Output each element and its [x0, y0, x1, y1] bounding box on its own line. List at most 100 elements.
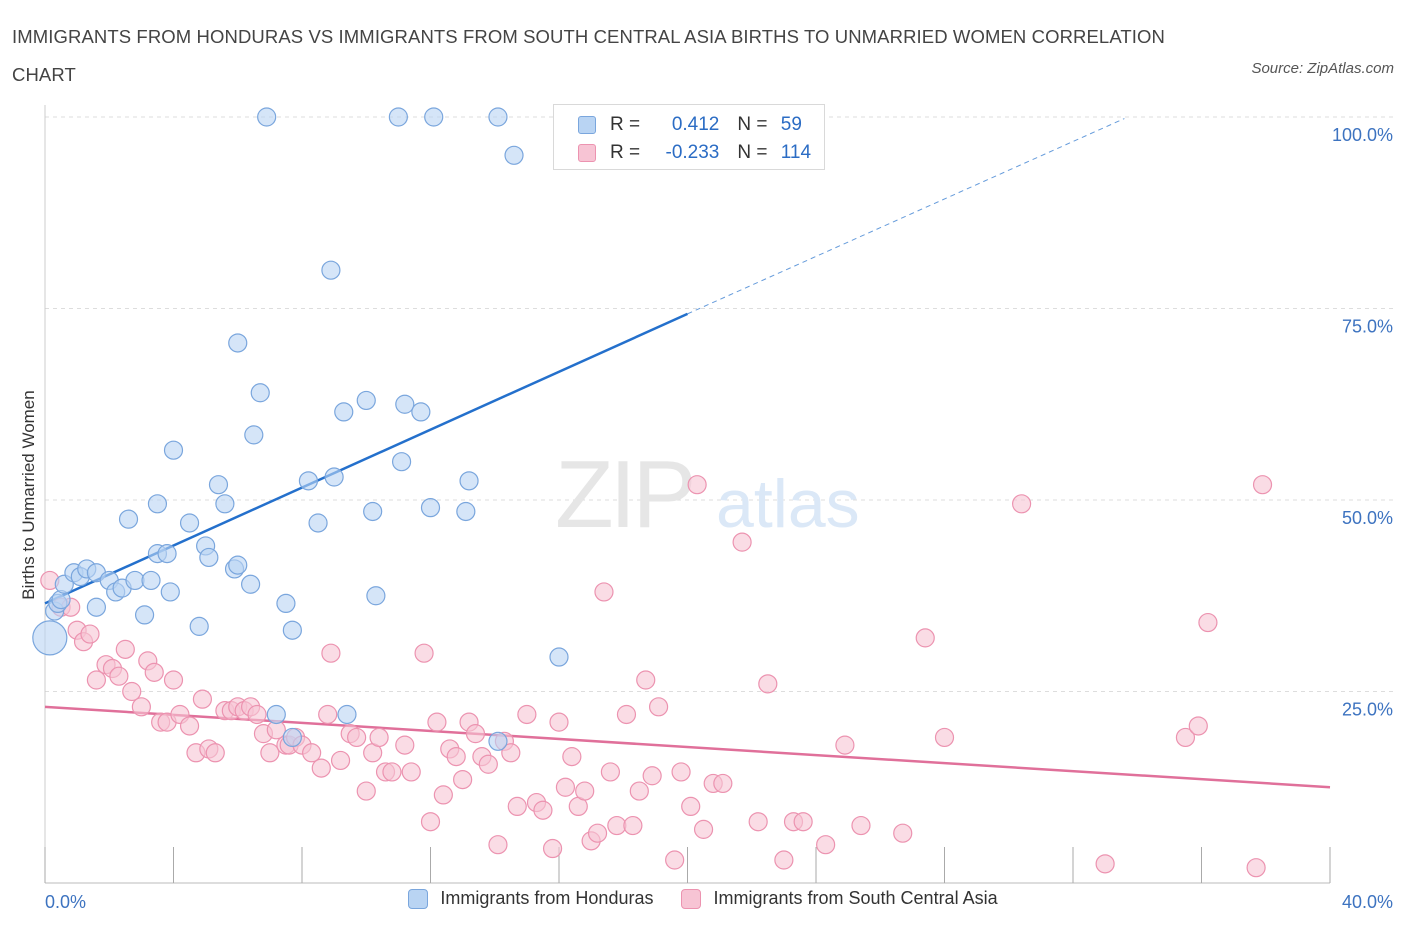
- point-south-central-asia: [607, 815, 627, 836]
- point-honduras: [504, 145, 524, 165]
- point-south-central-asia: [318, 704, 338, 725]
- point-south-central-asia: [414, 643, 434, 663]
- point-south-central-asia: [575, 781, 595, 801]
- point-honduras: [179, 513, 200, 533]
- point-honduras: [366, 586, 386, 606]
- point-south-central-asia: [507, 796, 527, 817]
- point-south-central-asia: [311, 758, 331, 778]
- legend-item-south-central-asia[interactable]: Immigrants from South Central Asia: [681, 888, 998, 909]
- point-honduras: [549, 647, 569, 667]
- point-honduras: [298, 471, 319, 491]
- honduras-legend-swatch: [408, 888, 429, 909]
- legend-label-honduras: Immigrants from Honduras: [440, 888, 654, 908]
- point-south-central-asia: [642, 766, 662, 786]
- point-south-central-asia: [205, 743, 225, 763]
- point-honduras: [456, 501, 476, 522]
- point-south-central-asia: [934, 727, 955, 748]
- trend-line-honduras-extension: [687, 118, 1125, 315]
- point-honduras: [118, 509, 139, 529]
- point-honduras: [257, 107, 277, 127]
- point-honduras: [282, 727, 302, 748]
- point-honduras: [228, 333, 248, 353]
- point-honduras: [488, 731, 508, 751]
- legend-item-honduras[interactable]: Immigrants from Honduras: [408, 888, 653, 909]
- point-south-central-asia: [369, 727, 389, 748]
- point-south-central-asia: [542, 838, 563, 859]
- point-honduras: [160, 582, 180, 602]
- point-south-central-asia: [687, 475, 707, 495]
- point-south-central-asia: [748, 812, 768, 832]
- point-south-central-asia: [793, 812, 813, 832]
- axis-labels: 25.0% 50.0% 75.0% 100.0% 0.0% 40.0%: [45, 125, 1393, 912]
- point-south-central-asia: [693, 819, 714, 839]
- point-south-central-asia: [774, 850, 794, 870]
- y-tick-label: 100.0%: [1332, 125, 1393, 145]
- point-honduras: [147, 494, 168, 514]
- point-south-central-asia: [302, 743, 322, 763]
- point-south-central-asia: [587, 823, 608, 843]
- point-south-central-asia: [555, 777, 576, 797]
- south-central-asia-swatch: [578, 144, 596, 162]
- r-label: R =: [610, 142, 646, 163]
- point-south-central-asia: [131, 697, 151, 717]
- watermark-zip: ZIP: [555, 441, 692, 548]
- point-honduras: [388, 107, 408, 127]
- point-honduras: [395, 394, 415, 414]
- point-south-central-asia: [144, 662, 164, 682]
- point-south-central-asia: [562, 747, 582, 767]
- point-honduras: [334, 402, 354, 422]
- x-tick-label-max: 40.0%: [1342, 892, 1393, 912]
- point-south-central-asia: [517, 704, 537, 725]
- point-south-central-asia: [1095, 854, 1115, 874]
- point-south-central-asia: [1246, 858, 1266, 878]
- source-label: Source: ZipAtlas.com: [1251, 60, 1394, 77]
- point-honduras: [199, 547, 219, 568]
- point-south-central-asia: [321, 643, 341, 663]
- point-honduras: [276, 593, 296, 614]
- legend-label-south-central-asia: Immigrants from South Central Asia: [713, 888, 998, 908]
- r-value: 0.412: [671, 114, 720, 135]
- chart-title: IMMIGRANTS FROM HONDURAS VS IMMIGRANTS F…: [12, 26, 1165, 85]
- point-south-central-asia: [648, 697, 669, 717]
- point-south-central-asia: [420, 812, 441, 832]
- point-south-central-asia: [109, 666, 129, 686]
- point-south-central-asia: [636, 670, 656, 690]
- point-south-central-asia: [465, 724, 486, 744]
- point-south-central-asia: [616, 704, 637, 725]
- point-south-central-asia: [1175, 727, 1196, 748]
- point-honduras: [208, 475, 229, 495]
- point-south-central-asia: [488, 835, 508, 855]
- stats-row-honduras: R = 0.412 N = 59: [578, 111, 802, 139]
- point-honduras: [459, 471, 479, 491]
- point-south-central-asia: [395, 735, 415, 755]
- point-south-central-asia: [732, 532, 752, 552]
- point-south-central-asia: [501, 743, 521, 763]
- point-south-central-asia: [382, 762, 402, 782]
- point-honduras: [424, 107, 444, 127]
- point-honduras: [321, 260, 341, 280]
- point-south-central-asia: [247, 704, 267, 725]
- data-points: [32, 107, 1273, 878]
- point-south-central-asia: [851, 815, 871, 836]
- point-honduras: [189, 616, 209, 636]
- point-south-central-asia: [1188, 716, 1208, 736]
- y-tick-label: 75.0%: [1342, 317, 1393, 337]
- axes: [44, 105, 1331, 884]
- watermark-atlas: atlas: [716, 466, 860, 542]
- stats-row-south-central-asia: R = -0.233 N = 114: [578, 139, 811, 167]
- point-honduras: [134, 605, 155, 625]
- point-honduras: [324, 467, 344, 487]
- point-south-central-asia: [446, 747, 466, 767]
- point-honduras: [282, 620, 302, 640]
- point-honduras: [244, 425, 264, 445]
- point-south-central-asia: [401, 762, 421, 782]
- point-south-central-asia: [681, 796, 701, 817]
- point-south-central-asia: [915, 628, 935, 648]
- point-honduras: [125, 570, 145, 591]
- point-south-central-asia: [192, 689, 213, 709]
- point-honduras: [337, 704, 357, 725]
- point-south-central-asia: [758, 674, 778, 694]
- point-south-central-asia: [671, 762, 691, 782]
- point-south-central-asia: [347, 727, 367, 748]
